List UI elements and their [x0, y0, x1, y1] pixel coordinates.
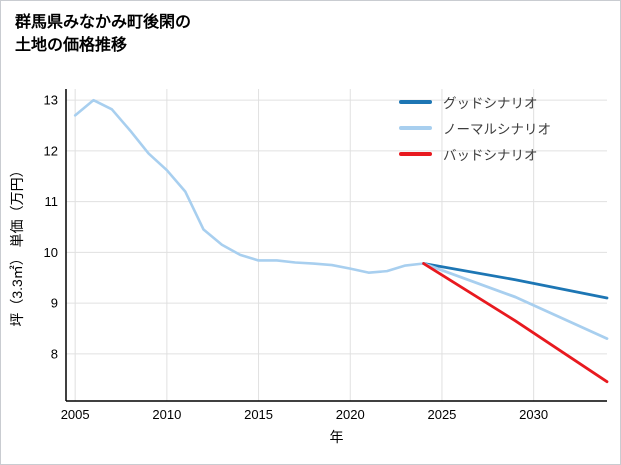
legend-label: グッドシナリオ: [443, 95, 538, 111]
legend-swatch: [399, 125, 432, 130]
y-axis-label: 坪（3.3㎡） 単価（万円）: [9, 163, 25, 326]
y-tick-label: 12: [44, 143, 58, 158]
y-tick-label: 9: [51, 296, 58, 311]
x-tick-label: 2010: [152, 407, 181, 422]
legend-item-good: グッドシナリオ: [399, 93, 551, 111]
y-tick-label: 11: [45, 194, 59, 209]
x-tick-label: 2030: [519, 407, 548, 422]
x-axis-label: 年: [330, 429, 344, 445]
x-tick-label: 2025: [427, 407, 456, 422]
x-tick-label: 2015: [244, 407, 273, 422]
series-line-2: [422, 262, 609, 341]
page-title-line2: 土地の価格推移: [15, 37, 128, 54]
legend-label: バッドシナリオ: [443, 147, 538, 163]
legend-item-normal: ノーマルシナリオ: [399, 119, 551, 137]
legend-swatch: [399, 151, 432, 156]
series-line-3: [422, 262, 609, 384]
x-tick-label: 2005: [61, 407, 90, 422]
page-title-line1: 群馬県みなかみ町後閑の: [15, 14, 192, 31]
legend-item-bad: バッドシナリオ: [399, 145, 551, 163]
series-line-1: [422, 262, 609, 300]
page-title: 群馬県みなかみ町後閑の 土地の価格推移: [15, 11, 191, 57]
series-line-0: [73, 98, 425, 274]
legend-swatch: [399, 99, 432, 104]
y-tick-label: 10: [44, 245, 58, 260]
y-tick-label: 8: [51, 346, 58, 361]
legend-label: ノーマルシナリオ: [443, 121, 551, 137]
y-tick-label: 13: [44, 93, 58, 108]
x-tick-label: 2020: [336, 407, 365, 422]
legend: グッドシナリオ ノーマルシナリオ バッドシナリオ: [399, 93, 551, 163]
